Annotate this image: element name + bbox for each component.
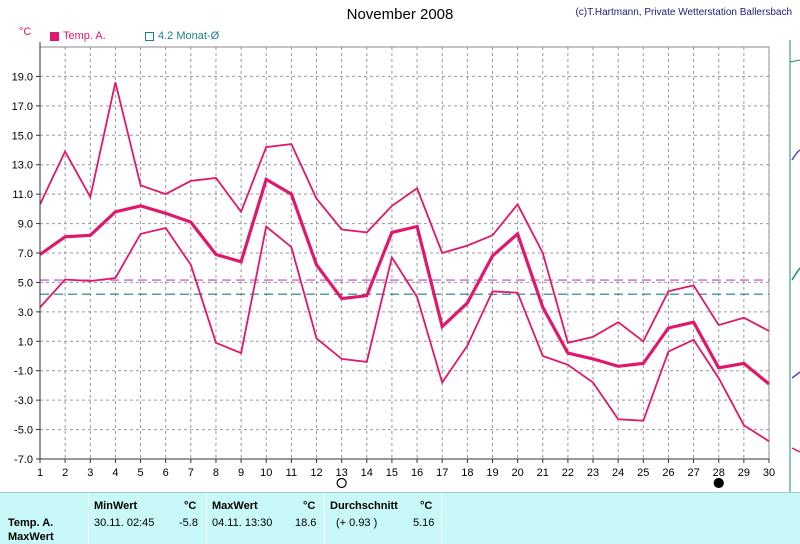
secondary-series-fragment	[792, 448, 800, 452]
y-tick-label: 17.0	[12, 101, 33, 113]
row-label-maxwert: MaxWert	[8, 531, 54, 543]
right-edge-decor	[790, 40, 800, 492]
secondary-series-fragment	[792, 268, 800, 280]
x-tick-label: 20	[511, 467, 523, 479]
y-tick-label: 11.0	[12, 189, 33, 201]
legend-swatch-temp	[50, 32, 59, 41]
panel-divider	[88, 493, 89, 544]
series-lines	[40, 82, 769, 441]
x-tick-label: 30	[763, 467, 775, 479]
x-tick-label: 24	[612, 467, 624, 479]
panel-divider	[324, 493, 325, 544]
y-tick-label: 3.0	[18, 307, 33, 319]
row-label-temp: Temp. A.	[8, 517, 53, 529]
grid	[40, 47, 769, 459]
x-tick-label: 10	[260, 467, 272, 479]
legend-item-temp: Temp. A.	[50, 30, 106, 42]
x-tick-label: 25	[637, 467, 649, 479]
avg-unit: °C	[420, 500, 432, 512]
series-line-mean	[40, 179, 769, 384]
x-tick-label: 5	[137, 467, 143, 479]
y-axis-unit: °C	[19, 26, 31, 38]
x-tick-label: 29	[738, 467, 750, 479]
x-tick-label: 8	[213, 467, 219, 479]
secondary-axis-tick	[790, 60, 800, 62]
x-tick-label: 27	[687, 467, 699, 479]
y-tick-label: 15.0	[12, 130, 33, 142]
legend-label-temp: Temp. A.	[63, 30, 106, 42]
x-tick-label: 26	[662, 467, 674, 479]
series-line-min	[40, 227, 769, 442]
secondary-series-fragment	[792, 372, 800, 378]
full-moon-icon	[337, 479, 346, 488]
y-tick-label: -5.0	[14, 425, 33, 437]
min-time: 30.11. 02:45	[94, 517, 154, 529]
max-time: 04.11. 13:30	[212, 517, 272, 529]
x-tick-label: 13	[336, 467, 348, 479]
min-header: MinWert	[94, 500, 137, 512]
max-header: MaxWert	[212, 500, 258, 512]
y-tick-label: 1.0	[18, 336, 33, 348]
x-tick-label: 14	[361, 467, 373, 479]
legend-swatch-monthly-avg	[145, 32, 154, 41]
x-tick-label: 17	[436, 467, 448, 479]
min-value: -5.8	[179, 517, 198, 529]
avg-value: 5.16	[413, 517, 434, 529]
x-tick-label: 6	[163, 467, 169, 479]
new-moon-icon	[714, 479, 723, 488]
statistics-panel: Temp. A. MaxWert MinWert °C 30.11. 02:45…	[0, 492, 800, 544]
y-tick-label: 19.0	[12, 71, 33, 83]
legend-label-monthly-avg: 4.2 Monat-Ø	[158, 30, 219, 42]
x-tick-label: 23	[587, 467, 599, 479]
x-tick-label: 11	[286, 467, 297, 479]
x-tick-label: 7	[188, 467, 194, 479]
x-tick-label: 12	[310, 467, 322, 479]
copyright-text: (c)T.Hartmann, Private Wetterstation Bal…	[575, 7, 792, 18]
x-tick-label: 22	[562, 467, 574, 479]
y-tick-label: 5.0	[18, 277, 33, 289]
max-value: 18.6	[295, 517, 316, 529]
x-tick-label: 1	[37, 467, 43, 479]
x-tick-label: 3	[87, 467, 93, 479]
y-tick-label: -3.0	[14, 395, 33, 407]
panel-divider	[206, 493, 207, 544]
series-line-max	[40, 82, 769, 343]
min-unit: °C	[184, 500, 196, 512]
avg-header: Durchschnitt	[330, 500, 398, 512]
x-tick-label: 16	[411, 467, 423, 479]
secondary-series-fragment	[792, 150, 800, 160]
y-tick-label: 13.0	[12, 160, 33, 172]
x-tick-label: 15	[386, 467, 398, 479]
x-tick-label: 19	[486, 467, 498, 479]
moon-phase-markers	[337, 479, 723, 488]
y-tick-label: 7.0	[18, 248, 33, 260]
x-tick-label: 21	[537, 467, 549, 479]
x-tick-label: 9	[238, 467, 244, 479]
max-unit: °C	[303, 500, 315, 512]
legend-item-monthly-avg: 4.2 Monat-Ø	[145, 30, 219, 42]
x-tick-label: 4	[112, 467, 118, 479]
avg-delta: (+ 0.93 )	[336, 517, 377, 529]
y-tick-label: 9.0	[18, 219, 33, 231]
x-tick-label: 18	[461, 467, 473, 479]
x-tick-label: 28	[713, 467, 725, 479]
y-tick-label: -7.0	[14, 454, 33, 466]
x-tick-label: 2	[62, 467, 68, 479]
panel-divider	[441, 493, 442, 544]
y-tick-label: -1.0	[14, 366, 33, 378]
